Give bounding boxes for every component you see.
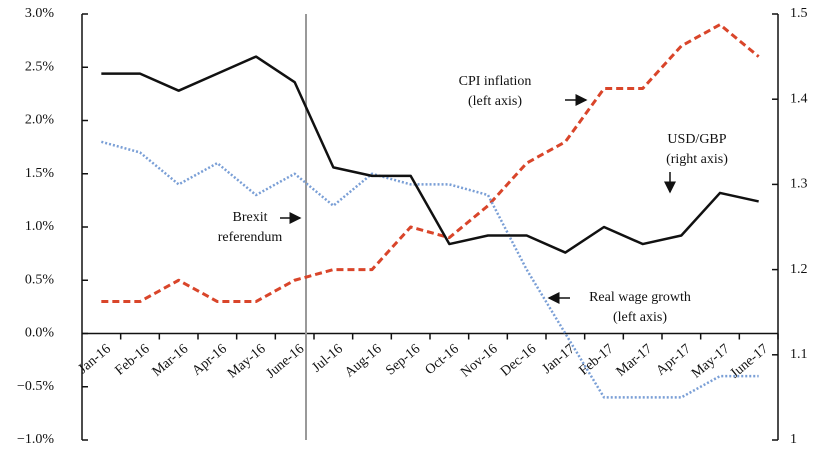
y-tick-label: 0.0% (25, 326, 55, 341)
y-tick-label: 1.5% (25, 166, 55, 181)
annotation: referendum (218, 230, 283, 245)
x-tick-label: Jul-16 (310, 342, 346, 376)
x-tick-label: Apr-16 (190, 342, 230, 379)
y2-tick-label: 1.2 (790, 262, 808, 277)
x-tick-label: May-16 (225, 342, 269, 382)
y2-tick-label: 1.4 (790, 91, 808, 106)
x-tick-label: June-16 (264, 342, 308, 382)
annotation: (left axis) (613, 310, 667, 325)
x-tick-label: Apr-17 (654, 342, 694, 379)
x-tick-label: Sep-16 (383, 342, 423, 379)
annotation: (left axis) (468, 94, 522, 109)
x-tick-label: Aug-16 (342, 342, 384, 381)
x-tick-label: Nov-16 (458, 342, 500, 381)
series-line (101, 55, 759, 254)
y-tick-label: 2.5% (25, 59, 55, 74)
annotation: Real wage growth (589, 290, 691, 305)
y2-tick-label: 1 (790, 432, 797, 447)
annotation: (right axis) (666, 152, 728, 167)
annotation: Brexit (233, 210, 268, 225)
y-tick-label: 2.0% (25, 113, 55, 128)
x-tick-label: Feb-17 (577, 342, 617, 379)
y-tick-label: −0.5% (17, 379, 54, 394)
series-line (101, 140, 759, 399)
y-tick-label: −1.0% (17, 432, 54, 447)
x-tick-label: Dec-16 (498, 342, 539, 380)
annotation: CPI inflation (459, 74, 532, 89)
annotation: USD/GBP (667, 132, 726, 147)
x-tick-label: Feb-16 (113, 342, 153, 379)
y2-tick-label: 1.1 (790, 347, 808, 362)
x-tick-label: Mar-16 (150, 342, 192, 380)
y-tick-label: 3.0% (25, 6, 55, 21)
x-tick-label: Mar-17 (614, 342, 656, 380)
y2-tick-label: 1.5 (790, 6, 808, 21)
y-tick-label: 0.5% (25, 272, 55, 287)
y-tick-label: 1.0% (25, 219, 55, 234)
y2-tick-label: 1.3 (790, 177, 808, 192)
x-tick-label: Oct-16 (423, 342, 462, 378)
series-line (101, 23, 760, 304)
